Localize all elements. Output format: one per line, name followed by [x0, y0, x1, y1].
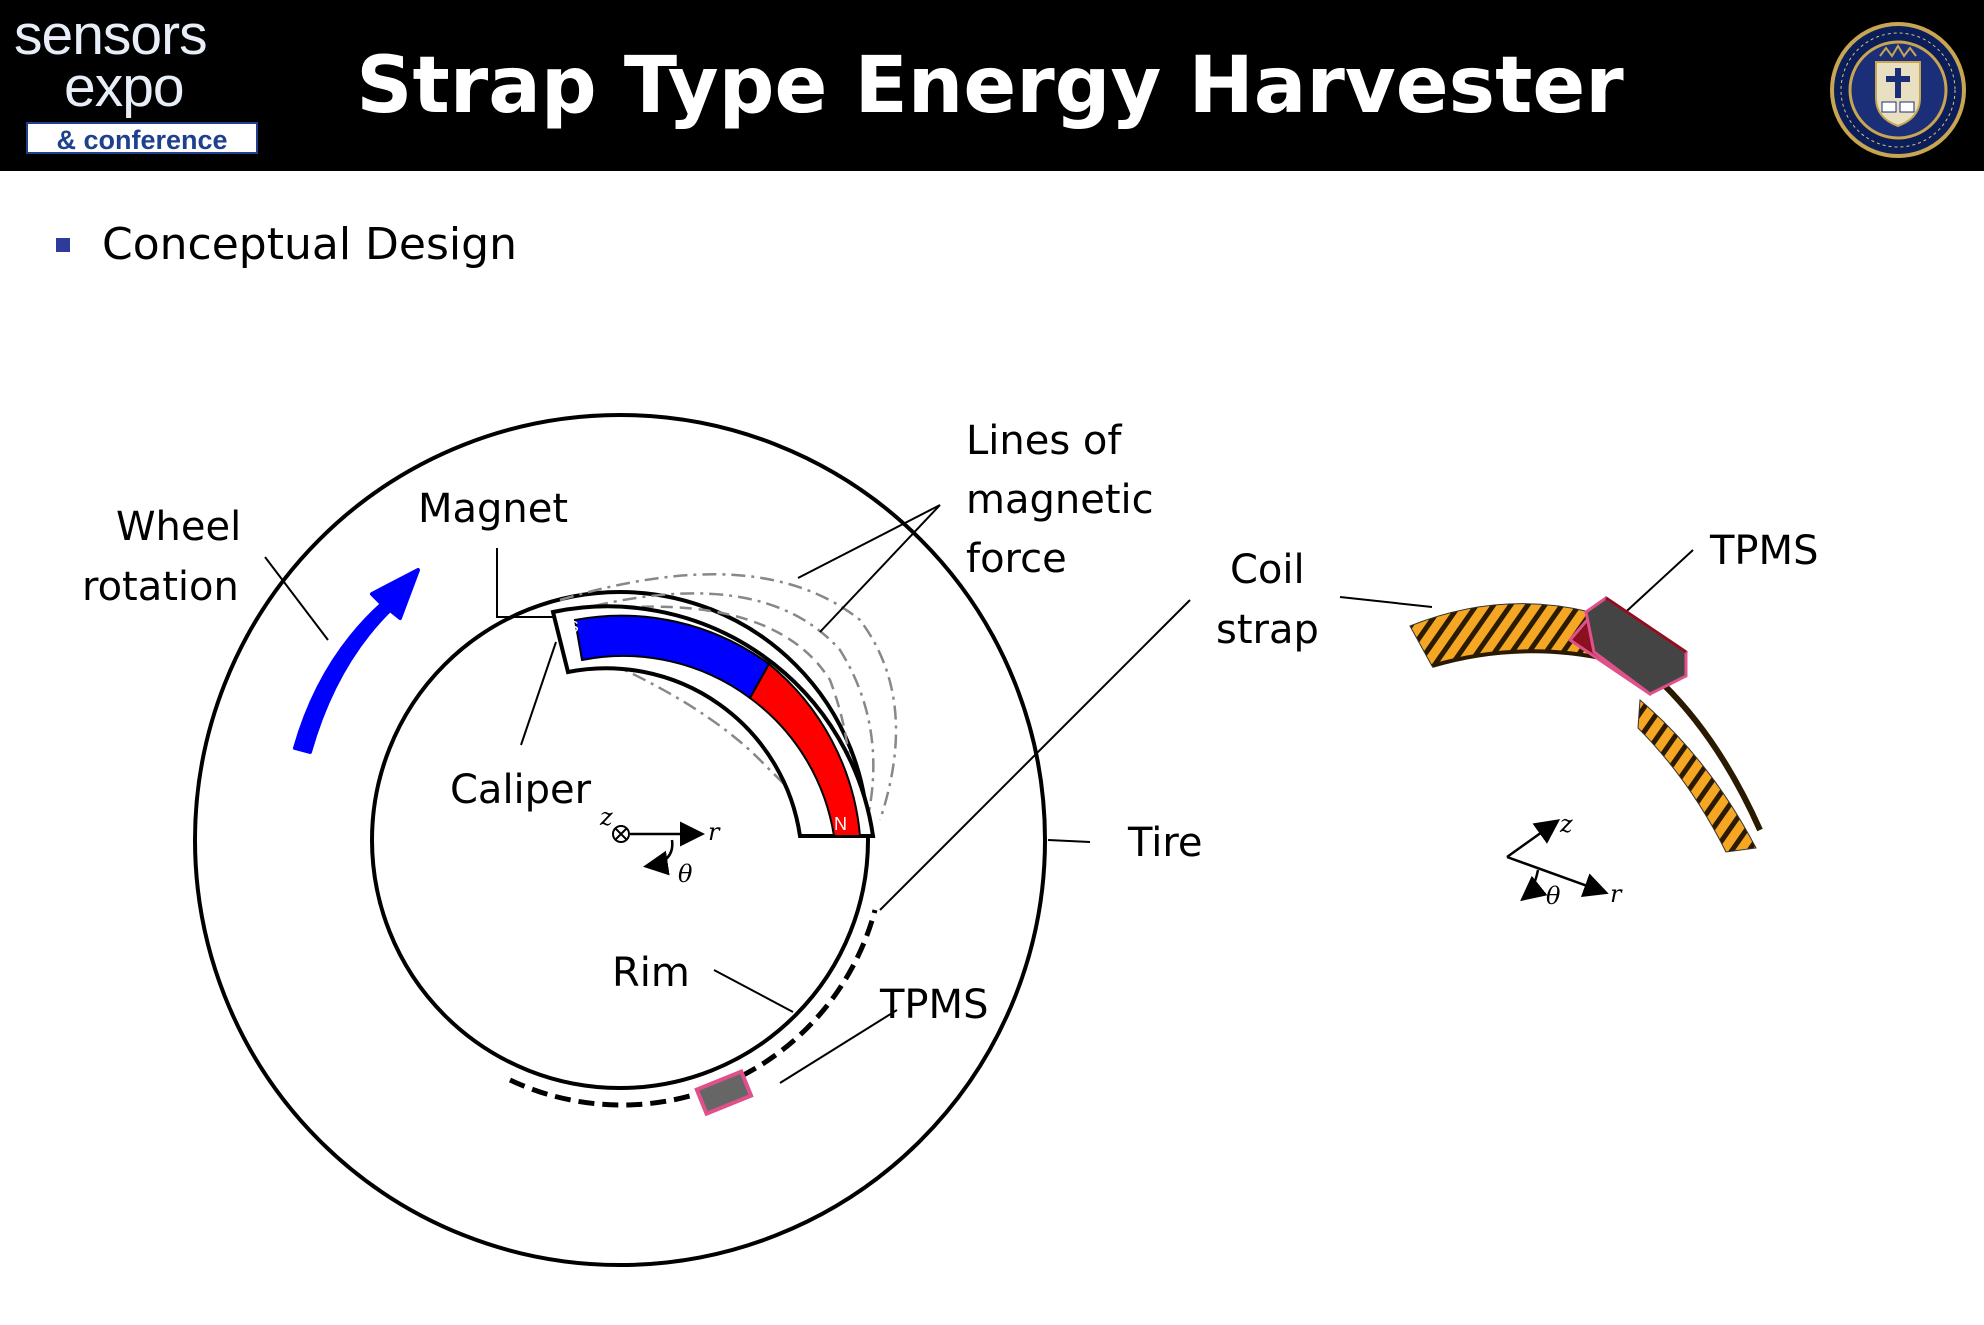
label-magnet: Magnet: [418, 486, 568, 532]
axes-right: z r θ: [1506, 810, 1623, 910]
magnet-pole-n-label: N: [834, 814, 847, 834]
logo-text-conference: & conference: [26, 122, 258, 155]
magnet-pole-s-label: S: [568, 619, 579, 636]
slide-title: Strap Type Energy Harvester: [356, 40, 1624, 131]
label-coil: Coil: [1230, 547, 1305, 593]
axis-right-z: z: [1559, 810, 1573, 838]
label-magnetic: magnetic: [966, 477, 1154, 523]
label-strap: strap: [1216, 607, 1319, 653]
label-rim: Rim: [612, 950, 690, 996]
label-caliper: Caliper: [450, 767, 592, 813]
tpms-box-left: [694, 1068, 754, 1117]
bullet-marker: [56, 238, 70, 252]
slide-header: sensors expo & conference Strap Type Ene…: [0, 0, 1984, 171]
label-lines-of: Lines of: [966, 418, 1122, 464]
bullet-conceptual-design: Conceptual Design: [102, 219, 517, 270]
label-force: force: [966, 536, 1067, 582]
sensors-expo-logo: sensors expo & conference: [10, 6, 266, 156]
magnet-south-pole: [573, 614, 771, 700]
label-tire: Tire: [1127, 820, 1203, 866]
university-seal-icon: [1830, 22, 1966, 158]
label-tpms-right: TPMS: [1709, 528, 1818, 574]
axis-right-theta: θ: [1546, 882, 1561, 910]
axis-left-theta: θ: [678, 860, 693, 888]
wheel-rotation-arrow: [293, 568, 420, 754]
label-wheel-rotation-2: rotation: [82, 564, 239, 610]
axes-left: z r θ: [599, 803, 721, 888]
leader-lines: [264, 504, 1694, 1084]
axis-right-r: r: [1610, 880, 1623, 908]
caliper: [550, 604, 876, 838]
axis-left-z: z: [599, 803, 613, 831]
label-tpms-left: TPMS: [879, 982, 988, 1028]
magnet-north-pole: [748, 662, 862, 837]
logo-text-sensors: sensors: [14, 3, 208, 67]
logo-text-expo: expo: [64, 55, 185, 119]
rim-circle: [370, 590, 870, 1090]
tpms-box-right: [1567, 596, 1689, 696]
coil-strap-3d: [1409, 603, 1763, 853]
axis-left-r: r: [708, 818, 721, 846]
tire-circle: [193, 413, 1047, 1267]
label-wheel-rotation-1: Wheel: [116, 504, 241, 550]
